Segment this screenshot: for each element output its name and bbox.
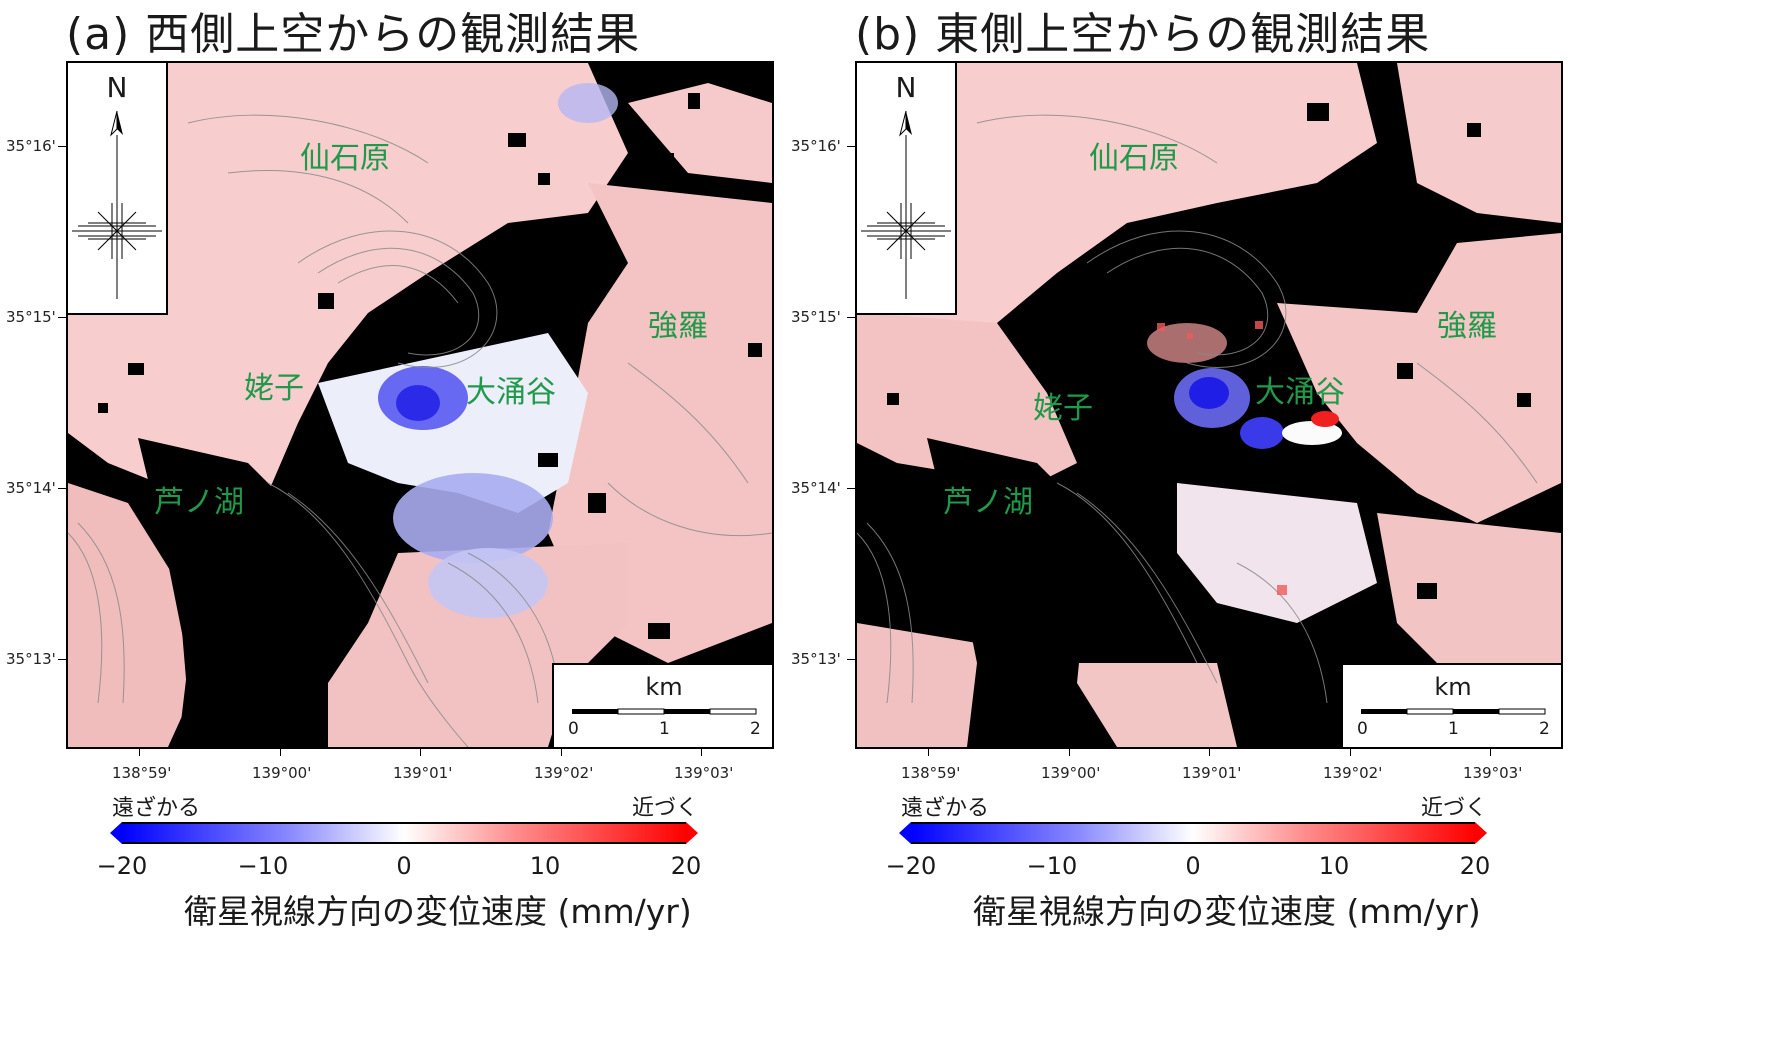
colorbar-left-label: 遠ざかる [901,796,990,821]
colorbar-title: 衛星視線方向の変位速度 (mm/yr) [973,892,1481,931]
north-label: N [895,71,917,104]
scale-bar: km 0 1 2 [1341,663,1561,747]
lon-label: 138°59' [112,764,172,782]
lon-label: 139°03' [674,764,734,782]
colorbar-min-arrow [899,822,911,844]
colorbar-tick: −10 [237,852,289,880]
colorbar-tick: 20 [1459,852,1491,880]
colorbar-tick: −20 [885,852,937,880]
lat-label: 35°15' [791,308,841,326]
velocity-field [857,63,1561,747]
lon-label: 139°03' [1463,764,1523,782]
colorbar [122,822,686,844]
scale-unit: km [645,673,683,701]
colorbar-title: 衛星視線方向の変位速度 (mm/yr) [184,892,692,931]
panel-west: (a) 西側上空からの観測結果 [6,9,774,931]
scale-unit: km [1434,673,1472,701]
place-label-lake-ashi: 芦ノ湖 [943,485,1033,520]
lat-label: 35°13' [6,650,56,668]
scale-tick-1: 1 [1448,719,1459,739]
colorbar-right-label: 近づく [1421,796,1488,821]
scale-tick-2: 2 [1539,719,1550,739]
scale-tick-0: 0 [1357,719,1368,739]
colorbar-tick: −20 [96,852,148,880]
deformation-map[interactable]: 仙石原 強羅 姥子 大涌谷 芦ノ湖 N km [66,61,774,749]
compass-rose: N [857,63,957,315]
place-label-sengokuhara: 仙石原 [300,141,390,176]
place-label-ubako: 姥子 [244,371,304,406]
panel-east: (b) 東側上空からの観測結果 [789,0,1679,1052]
deformation-map[interactable]: 仙石原 強羅 姥子 大涌谷 芦ノ湖 N km [855,61,1563,749]
place-label-sengokuhara: 仙石原 [1089,141,1179,176]
lon-label: 139°01' [1182,764,1242,782]
velocity-field [68,63,772,747]
colorbar-tick: 10 [529,852,561,880]
place-label-owakudani: 大涌谷 [1255,375,1345,410]
lon-label: 139°00' [252,764,312,782]
scale-tick-2: 2 [750,719,761,739]
colorbar [911,822,1475,844]
place-label-owakudani: 大涌谷 [466,375,556,410]
scale-tick-0: 0 [568,719,579,739]
compass-rose: N [68,63,168,315]
colorbar-tick: 0 [1185,852,1201,880]
lon-label: 139°00' [1041,764,1101,782]
colorbar-left-label: 遠ざかる [112,796,201,821]
panel-title: (b) 東側上空からの観測結果 [855,9,1431,60]
colorbar-min-arrow [110,822,122,844]
colorbar-right-label: 近づく [632,796,699,821]
lat-label: 35°16' [791,137,841,155]
place-label-lake-ashi: 芦ノ湖 [154,485,244,520]
panel-title: (a) 西側上空からの観測結果 [66,9,641,60]
lon-label: 139°02' [1323,764,1383,782]
scale-bar-graphic [1361,708,1546,715]
colorbar-tick: 10 [1318,852,1350,880]
compass-rose-icon [72,110,162,299]
place-label-ubako: 姥子 [1033,391,1093,426]
lat-label: 35°15' [6,308,56,326]
colorbar-max-arrow [686,822,698,844]
lat-label: 35°13' [791,650,841,668]
lat-label: 35°16' [6,137,56,155]
lon-label: 139°01' [393,764,453,782]
scale-bar-graphic [572,708,757,715]
colorbar-tick: −10 [1026,852,1078,880]
lon-label: 139°02' [534,764,594,782]
place-label-gora: 強羅 [648,309,708,344]
place-label-gora: 強羅 [1437,309,1497,344]
colorbar-tick: 0 [396,852,412,880]
lon-label: 138°59' [901,764,961,782]
lat-label: 35°14' [791,479,841,497]
lat-label: 35°14' [6,479,56,497]
north-label: N [106,71,128,104]
scale-tick-1: 1 [659,719,670,739]
colorbar-tick: 20 [670,852,702,880]
compass-rose-icon [861,110,951,299]
scale-bar: km 0 1 2 [552,663,772,747]
colorbar-max-arrow [1475,822,1487,844]
